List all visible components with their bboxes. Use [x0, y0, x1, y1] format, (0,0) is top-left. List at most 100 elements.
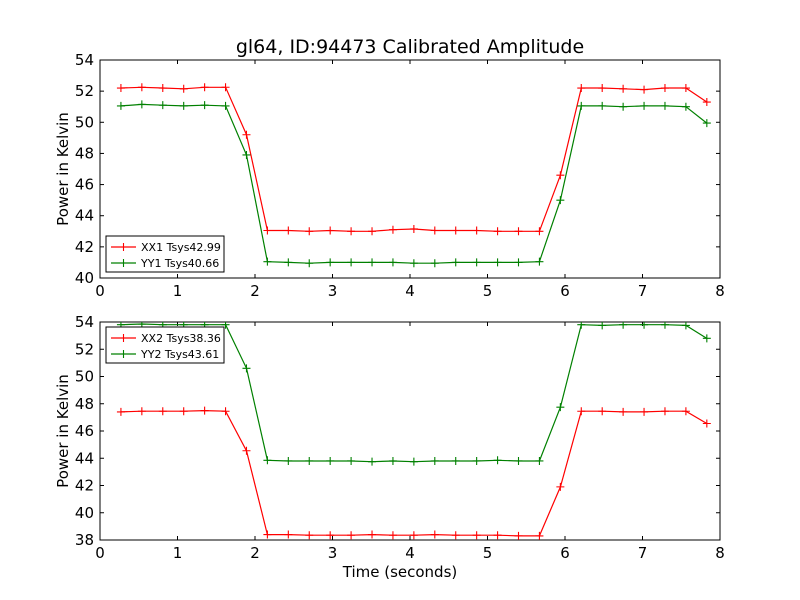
- x-tick-label: 3: [328, 544, 338, 562]
- data-point: [451, 531, 460, 540]
- y-tick-label: 50: [75, 368, 94, 386]
- legend-label: XX1 Tsys42.99: [141, 241, 221, 254]
- data-point: [284, 258, 293, 267]
- data-point: [179, 101, 188, 110]
- data-point: [472, 258, 481, 267]
- data-point: [242, 364, 251, 373]
- x-tick-label: 1: [173, 282, 183, 300]
- data-point: [326, 456, 335, 465]
- y-tick-label: 40: [75, 504, 94, 522]
- data-point: [514, 258, 523, 267]
- data-point: [660, 101, 669, 110]
- data-point: [619, 322, 628, 329]
- x-tick-label: 7: [638, 544, 648, 562]
- data-point: [347, 227, 356, 236]
- series-0: [116, 406, 711, 540]
- x-tick-label: 2: [250, 282, 260, 300]
- data-point: [368, 258, 377, 267]
- data-point: [619, 407, 628, 416]
- x-tick-label: 7: [638, 282, 648, 300]
- data-point: [493, 456, 502, 465]
- x-tick-label: 4: [405, 282, 415, 300]
- x-tick-label: 5: [483, 282, 493, 300]
- data-point: [221, 101, 230, 110]
- data-point: [660, 407, 669, 416]
- series-1: [116, 322, 711, 466]
- y-tick-label: 52: [75, 82, 94, 100]
- data-point: [598, 101, 607, 110]
- data-point: [514, 531, 523, 540]
- y-tick-label: 54: [75, 313, 94, 331]
- top-chart: 0 1 2 3 4 5 6 7 8 40 42 44 46 48 50 52 54 Power in Kelvin…: [54, 51, 725, 300]
- data-point: [326, 258, 335, 267]
- data-point: [221, 83, 230, 92]
- data-point: [702, 98, 711, 107]
- data-point: [242, 446, 251, 455]
- legend-marker: [119, 334, 128, 342]
- legend-label: YY2 Tsys43.61: [140, 348, 219, 361]
- data-point: [535, 257, 544, 266]
- data-point: [430, 259, 439, 268]
- data-point: [451, 258, 460, 267]
- data-point: [116, 84, 125, 93]
- x-tick-label: 3: [328, 282, 338, 300]
- data-point: [179, 84, 188, 93]
- data-point: [535, 227, 544, 236]
- data-point: [556, 171, 565, 180]
- data-point: [158, 84, 167, 93]
- data-point: [200, 83, 209, 92]
- data-point: [702, 119, 711, 128]
- data-point: [388, 456, 397, 465]
- legend-marker: [119, 350, 128, 358]
- y-tick-label: 52: [75, 340, 94, 358]
- data-point: [326, 226, 335, 235]
- y-tick-label: 50: [75, 113, 94, 131]
- data-point: [577, 101, 586, 110]
- data-point: [368, 530, 377, 539]
- data-point: [137, 100, 146, 109]
- data-point: [368, 457, 377, 466]
- data-point: [137, 407, 146, 416]
- data-point: [305, 456, 314, 465]
- data-point: [137, 83, 146, 92]
- data-point: [242, 150, 251, 159]
- data-point: [347, 456, 356, 465]
- data-point: [347, 531, 356, 540]
- data-point: [681, 407, 690, 416]
- data-point: [535, 456, 544, 465]
- legend-box: [105, 326, 225, 364]
- data-point: [284, 456, 293, 465]
- data-point: [221, 322, 230, 329]
- data-point: [305, 531, 314, 540]
- x-tick-label: 2: [250, 544, 260, 562]
- x-tick-label: 0: [95, 544, 105, 562]
- y-tick-label: 44: [75, 207, 94, 225]
- y-tick-label: 48: [75, 395, 94, 413]
- data-point: [619, 84, 628, 93]
- data-point: [388, 531, 397, 540]
- data-point: [472, 226, 481, 235]
- data-point: [347, 258, 356, 267]
- data-point: [263, 226, 272, 235]
- data-point: [535, 531, 544, 540]
- data-point: [430, 456, 439, 465]
- data-point: [598, 322, 607, 330]
- data-point: [326, 531, 335, 540]
- data-point: [158, 101, 167, 110]
- data-point: [577, 84, 586, 93]
- bottom-chart: 0 1 2 3 4 5 6 7 8 38 40 42 44 46 48 50 52 54 Power in Kelv…: [54, 313, 725, 581]
- data-point: [493, 258, 502, 267]
- data-point: [451, 456, 460, 465]
- data-point: [430, 530, 439, 539]
- y-tick-label: 40: [75, 269, 94, 287]
- y-tick-label: 46: [75, 422, 94, 440]
- data-point: [263, 257, 272, 266]
- data-point: [660, 84, 669, 93]
- data-point: [681, 102, 690, 111]
- y-tick-label: 38: [75, 531, 94, 549]
- data-point: [640, 85, 649, 94]
- data-point: [598, 407, 607, 416]
- data-point: [598, 84, 607, 93]
- figure-title: gl64, ID:94473 Calibrated Amplitude: [236, 36, 584, 58]
- series-1: [116, 100, 711, 268]
